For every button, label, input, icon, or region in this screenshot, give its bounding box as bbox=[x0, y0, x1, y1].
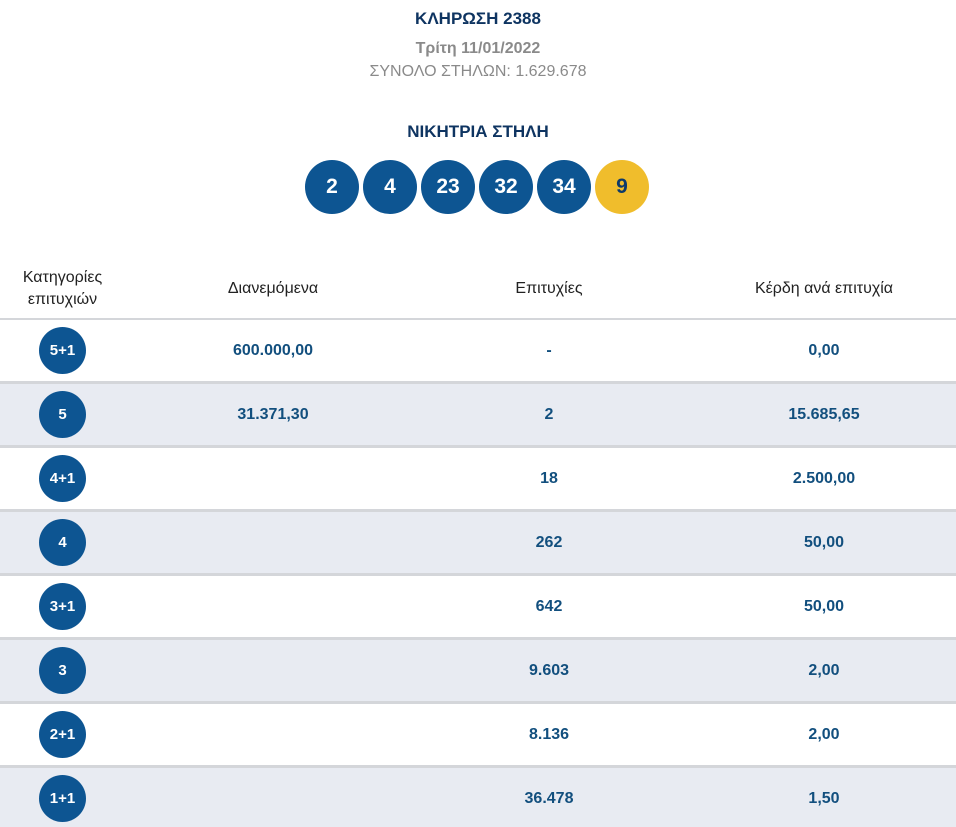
category-ball: 3+1 bbox=[39, 583, 86, 630]
table-row: 4+1 18 2.500,00 bbox=[0, 448, 956, 512]
draw-total-columns: ΣΥΝΟΛΟ ΣΤΗΛΩΝ: 1.629.678 bbox=[369, 63, 587, 80]
results-table-header: Κατηγορίες επιτυχιών Διανεμόμενα Επιτυχί… bbox=[0, 258, 956, 320]
table-row: 5 31.371,30 2 15.685,65 bbox=[0, 384, 956, 448]
winning-numbers: 2 4 23 32 34 9 bbox=[305, 160, 649, 214]
draw-title: ΚΛΗΡΩΣΗ 2388 bbox=[415, 9, 541, 28]
winners-value: 262 bbox=[535, 533, 563, 551]
winning-number-ball: 32 bbox=[479, 160, 533, 214]
header-category: Κατηγορίες επιτυχιών bbox=[22, 269, 103, 308]
prize-value: 2,00 bbox=[808, 725, 840, 743]
draw-date: Τρίτη 11/01/2022 bbox=[415, 40, 541, 57]
prize-value: 50,00 bbox=[803, 533, 845, 551]
category-ball: 4+1 bbox=[39, 455, 86, 502]
table-row: 2+1 8.136 2,00 bbox=[0, 704, 956, 768]
winners-value: 8.136 bbox=[528, 725, 570, 743]
distributed-value: 31.371,30 bbox=[237, 405, 309, 423]
distributed-value bbox=[173, 640, 373, 701]
distributed-value bbox=[173, 448, 373, 509]
winning-number-ball: 2 bbox=[305, 160, 359, 214]
winners-value: 9.603 bbox=[528, 661, 570, 679]
distributed-value bbox=[173, 704, 373, 765]
winners-value: 36.478 bbox=[524, 789, 574, 807]
distributed-value bbox=[173, 576, 373, 637]
prize-value: 15.685,65 bbox=[788, 405, 860, 423]
winners-value: 2 bbox=[544, 405, 554, 423]
table-row: 1+1 36.478 1,50 bbox=[0, 768, 956, 827]
header-prize: Κέρδη ανά επιτυχία bbox=[754, 280, 894, 297]
category-ball: 1+1 bbox=[39, 775, 86, 822]
category-ball: 5 bbox=[39, 391, 86, 438]
distributed-value bbox=[173, 768, 373, 827]
winning-column-title: ΝΙΚΗΤΡΙΑ ΣΤΗΛΗ bbox=[407, 122, 549, 141]
bonus-number-ball: 9 bbox=[595, 160, 649, 214]
table-row: 3 9.603 2,00 bbox=[0, 640, 956, 704]
winners-value: 642 bbox=[535, 597, 563, 615]
prize-value: 1,50 bbox=[808, 789, 840, 807]
category-ball: 3 bbox=[39, 647, 86, 694]
prize-value: 2,00 bbox=[808, 661, 840, 679]
results-table-body: 5+1 600.000,00 - 0,00 5 31.371,30 2 15.6… bbox=[0, 320, 956, 827]
category-ball: 4 bbox=[39, 519, 86, 566]
prize-value: 50,00 bbox=[803, 597, 845, 615]
table-row: 5+1 600.000,00 - 0,00 bbox=[0, 320, 956, 384]
category-ball: 5+1 bbox=[39, 327, 86, 374]
header-divider bbox=[0, 318, 956, 321]
table-row: 4 262 50,00 bbox=[0, 512, 956, 576]
prize-value: 0,00 bbox=[808, 341, 840, 359]
prize-value: 2.500,00 bbox=[792, 469, 856, 487]
header-distributed: Διανεμόμενα bbox=[227, 280, 319, 297]
distributed-value bbox=[173, 512, 373, 573]
category-ball: 2+1 bbox=[39, 711, 86, 758]
header-winners: Επιτυχίες bbox=[515, 280, 583, 297]
winners-value: 18 bbox=[540, 469, 558, 487]
winners-value: - bbox=[546, 341, 552, 359]
winning-number-ball: 4 bbox=[363, 160, 417, 214]
table-row: 3+1 642 50,00 bbox=[0, 576, 956, 640]
winning-number-ball: 34 bbox=[537, 160, 591, 214]
winning-number-ball: 23 bbox=[421, 160, 475, 214]
distributed-value: 600.000,00 bbox=[232, 341, 314, 359]
